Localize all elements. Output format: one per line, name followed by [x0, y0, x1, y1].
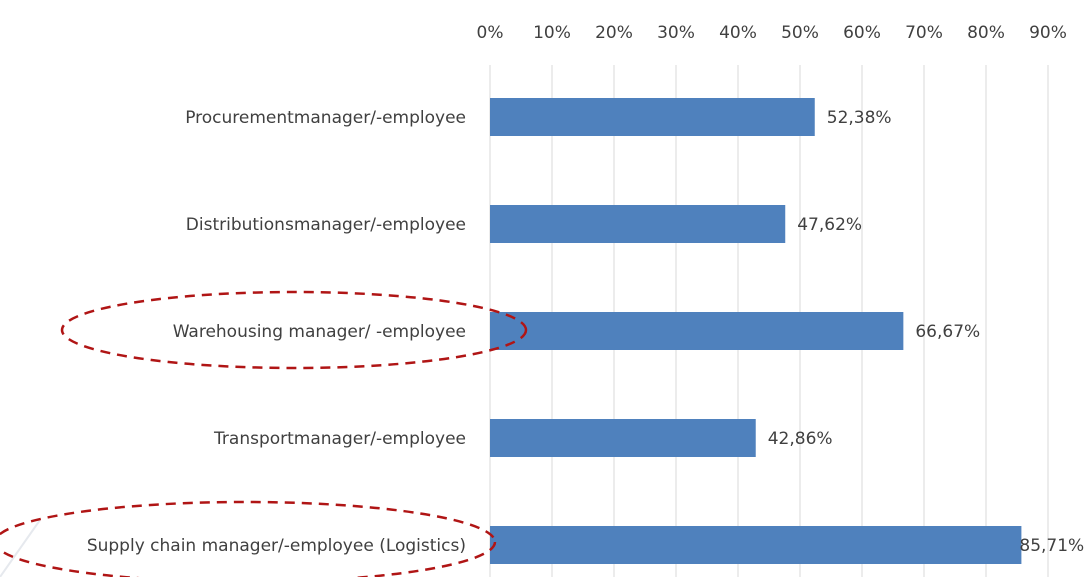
- x-tick-label: 50%: [781, 23, 819, 43]
- category-label: Procurementmanager/-employee: [185, 108, 466, 128]
- category-label: Warehousing manager/ -employee: [173, 322, 466, 342]
- x-tick-label: 20%: [595, 23, 633, 43]
- bar: [490, 98, 815, 136]
- value-label: 66,67%: [915, 322, 980, 342]
- x-tick-label: 40%: [719, 23, 757, 43]
- x-tick-label: 80%: [967, 23, 1005, 43]
- x-tick-label: 70%: [905, 23, 943, 43]
- category-label: Transportmanager/-employee: [213, 429, 466, 449]
- category-label: Distributionsmanager/-employee: [186, 215, 466, 235]
- plot: 0% 10% 20% 30% 40% 50% 60% 70% 80% 90% 52,38% Procu…: [87, 23, 1084, 577]
- highlight-ellipse: [60, 290, 528, 370]
- x-tick-label: 60%: [843, 23, 881, 43]
- x-tick-label: 10%: [533, 23, 571, 43]
- decoration: [0, 519, 41, 577]
- bar: [490, 312, 904, 350]
- highlight-ellipse: [0, 500, 497, 577]
- value-label: 47,62%: [797, 215, 862, 235]
- x-tick-label: 30%: [657, 23, 695, 43]
- category-label: Supply chain manager/-employee (Logistic…: [87, 536, 466, 556]
- bar: [490, 419, 756, 457]
- bar: [490, 526, 1022, 564]
- x-tick-label: 0%: [477, 23, 504, 43]
- bar: [490, 205, 786, 243]
- x-tick-label: 90%: [1029, 23, 1067, 43]
- value-label: 52,38%: [827, 108, 892, 128]
- value-label: 42,86%: [768, 429, 833, 449]
- value-label: 85,71%: [1019, 536, 1084, 556]
